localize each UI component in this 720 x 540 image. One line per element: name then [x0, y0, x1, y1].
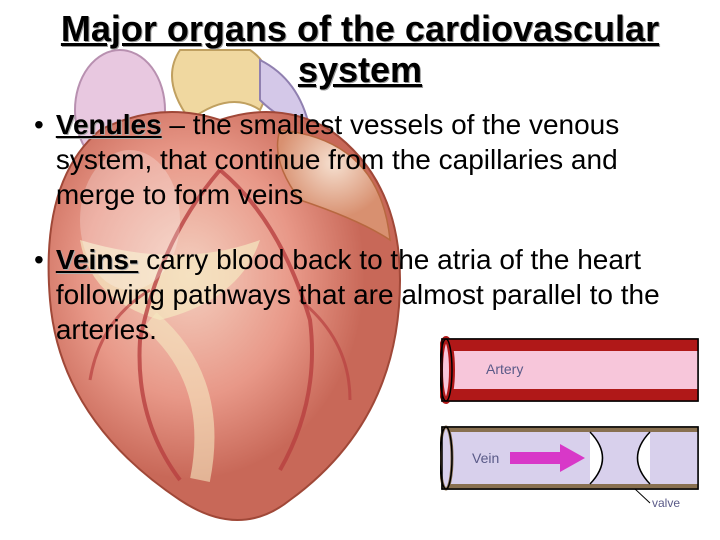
artery-label: Artery: [486, 361, 523, 377]
bullet-dot: •: [34, 107, 44, 142]
bullet-dot: •: [34, 242, 44, 277]
vein-label: Vein: [472, 450, 499, 466]
bullet-text: Venules – the smallest vessels of the ve…: [56, 107, 690, 212]
valve-label: valve: [652, 496, 680, 510]
bullet-item: • Veins- carry blood back to the atria o…: [30, 242, 690, 347]
vein-illustration: Vein valve: [440, 427, 698, 510]
artery-illustration: Artery: [440, 339, 698, 401]
bullet-text: Veins- carry blood back to the atria of …: [56, 242, 690, 347]
vessel-diagram: Artery Vein valve: [440, 335, 700, 510]
bullet-item: • Venules – the smallest vessels of the …: [30, 107, 690, 212]
slide-title: Major organs of the cardiovascular syste…: [30, 8, 690, 91]
term-veins: Veins-: [56, 244, 138, 275]
term-venules: Venules: [56, 109, 162, 140]
